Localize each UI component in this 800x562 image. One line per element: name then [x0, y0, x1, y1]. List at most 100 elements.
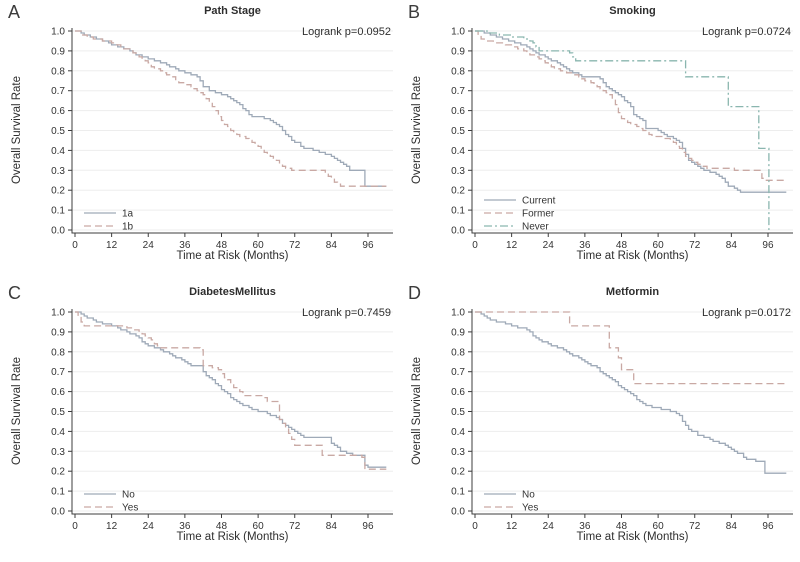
svg-text:0.4: 0.4 — [451, 146, 465, 157]
km-curve-1a — [75, 30, 387, 187]
svg-text:48: 48 — [616, 240, 628, 251]
svg-text:0.9: 0.9 — [451, 327, 465, 338]
km-curve-yes — [75, 311, 387, 470]
svg-text:0.7: 0.7 — [451, 367, 465, 378]
svg-text:0.7: 0.7 — [451, 86, 465, 97]
svg-text:84: 84 — [326, 521, 338, 532]
svg-text:0.6: 0.6 — [51, 106, 65, 117]
svg-text:72: 72 — [289, 521, 301, 532]
x-axis-label-b: Time at Risk (Months) — [576, 250, 689, 262]
x-axis-label-a: Time at Risk (Months) — [176, 250, 289, 262]
svg-text:0.3: 0.3 — [51, 166, 65, 177]
svg-text:60: 60 — [653, 521, 665, 532]
km-plot-diabetes: 0 12 24 36 48 60 72 84 96 0.0 0.1 0.2 0.3 0.4 0.5 0.6 0.… — [51, 308, 393, 532]
svg-text:0.5: 0.5 — [451, 126, 465, 137]
svg-text:0.6: 0.6 — [51, 387, 65, 398]
svg-text:12: 12 — [106, 521, 118, 532]
svg-text:0.2: 0.2 — [451, 467, 465, 478]
svg-text:96: 96 — [362, 521, 374, 532]
svg-text:96: 96 — [762, 240, 774, 251]
legend-label-1b: 1b — [122, 222, 134, 233]
panel-letter-c: C — [8, 283, 22, 303]
y-axis-label-a: Overall Survival Rate — [11, 75, 23, 185]
logrank-annotation-b: Logrank p=0.0724 — [702, 26, 791, 38]
svg-text:0.2: 0.2 — [51, 467, 65, 478]
svg-text:60: 60 — [653, 240, 665, 251]
svg-text:36: 36 — [179, 521, 191, 532]
svg-text:0.7: 0.7 — [51, 86, 65, 97]
svg-text:1.0: 1.0 — [51, 27, 65, 38]
km-plot-metformin: 0 12 24 36 48 60 72 84 96 0.0 0.1 0.2 0.3 0.4 0.5 0.6 0.… — [451, 308, 793, 532]
svg-text:0.7: 0.7 — [51, 367, 65, 378]
svg-text:96: 96 — [762, 521, 774, 532]
svg-text:84: 84 — [726, 240, 738, 251]
km-curve-no — [75, 311, 387, 468]
svg-text:0.9: 0.9 — [51, 327, 65, 338]
svg-text:0.5: 0.5 — [451, 407, 465, 418]
km-curve-current — [475, 30, 787, 193]
logrank-annotation-c: Logrank p=0.7459 — [302, 307, 391, 319]
legend-label-current: Current — [522, 196, 556, 207]
panel-b-smoking: 0 12 24 36 48 60 72 84 96 0.0 0.1 0.2 0.3 0.4 0.5 0.6 0.… — [400, 0, 800, 281]
legend-label-never: Never — [522, 222, 549, 233]
legend-label-yes: Yes — [122, 503, 138, 514]
plot-title-metformin: Metformin — [605, 286, 660, 298]
svg-text:72: 72 — [289, 240, 301, 251]
svg-text:0.1: 0.1 — [451, 487, 465, 498]
svg-text:0: 0 — [72, 240, 78, 251]
svg-text:0.8: 0.8 — [451, 66, 465, 77]
legend-label-no: No — [122, 490, 135, 501]
panel-a-path-stage: 0 12 24 36 48 60 72 84 96 0.0 0.1 0.2 0.3 0.4 0.5 0.6 0.… — [0, 0, 400, 281]
panel-d-metformin: 0 12 24 36 48 60 72 84 96 0.0 0.1 0.2 0.3 0.4 0.5 0.6 0.… — [400, 281, 800, 562]
svg-text:60: 60 — [253, 240, 265, 251]
plot-title-smoking: Smoking — [609, 5, 656, 17]
svg-text:0.0: 0.0 — [451, 507, 465, 518]
svg-text:48: 48 — [216, 240, 228, 251]
svg-text:0.2: 0.2 — [451, 186, 465, 197]
svg-text:24: 24 — [543, 240, 555, 251]
svg-text:48: 48 — [216, 521, 228, 532]
x-axis-label-d: Time at Risk (Months) — [576, 531, 689, 543]
svg-text:0.2: 0.2 — [51, 186, 65, 197]
svg-text:0.4: 0.4 — [51, 427, 65, 438]
km-curve-yes — [475, 311, 787, 385]
km-curve-1b — [75, 30, 387, 187]
svg-text:0: 0 — [472, 240, 478, 251]
y-axis-label-b: Overall Survival Rate — [411, 75, 423, 185]
y-axis-label-d: Overall Survival Rate — [411, 356, 423, 466]
plot-title-diabetes: DiabetesMellitus — [189, 286, 276, 298]
svg-text:0.4: 0.4 — [51, 146, 65, 157]
svg-text:1.0: 1.0 — [451, 308, 465, 319]
svg-text:12: 12 — [506, 240, 518, 251]
plot-title-path-stage: Path Stage — [204, 5, 261, 17]
svg-text:12: 12 — [106, 240, 118, 251]
x-axis-label-c: Time at Risk (Months) — [176, 531, 289, 543]
km-curve-never — [475, 30, 770, 230]
km-curve-former — [475, 30, 787, 181]
svg-text:24: 24 — [143, 240, 155, 251]
svg-text:72: 72 — [689, 521, 701, 532]
logrank-annotation-d: Logrank p=0.0172 — [702, 307, 791, 319]
legend-label-yes: Yes — [522, 503, 538, 514]
svg-text:48: 48 — [616, 521, 628, 532]
svg-text:12: 12 — [506, 521, 518, 532]
svg-text:0.5: 0.5 — [51, 126, 65, 137]
y-axis-label-c: Overall Survival Rate — [11, 356, 23, 466]
svg-text:0.1: 0.1 — [51, 206, 65, 217]
svg-text:0.3: 0.3 — [451, 166, 465, 177]
svg-text:84: 84 — [326, 240, 338, 251]
svg-text:0.3: 0.3 — [451, 447, 465, 458]
svg-text:0.6: 0.6 — [451, 387, 465, 398]
panel-letter-b: B — [408, 2, 421, 22]
svg-text:96: 96 — [362, 240, 374, 251]
legend-label-1a: 1a — [122, 209, 134, 220]
svg-text:24: 24 — [143, 521, 155, 532]
panel-letter-d: D — [408, 283, 422, 303]
axes — [471, 309, 793, 515]
svg-text:0.5: 0.5 — [51, 407, 65, 418]
axes — [471, 28, 793, 234]
km-plot-smoking: 0 12 24 36 48 60 72 84 96 0.0 0.1 0.2 0.3 0.4 0.5 0.6 0.… — [451, 27, 793, 251]
svg-text:0: 0 — [72, 521, 78, 532]
svg-text:36: 36 — [579, 240, 591, 251]
svg-text:0.6: 0.6 — [451, 106, 465, 117]
